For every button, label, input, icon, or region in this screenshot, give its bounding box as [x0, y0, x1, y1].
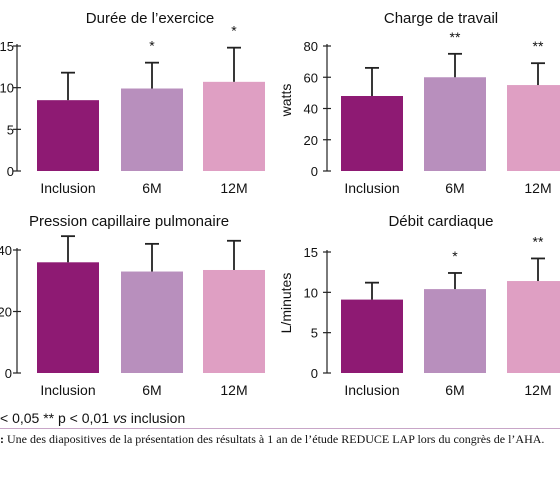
- caption-text: Une des diapositives de la présentation …: [4, 432, 545, 446]
- y-tick-label: 80: [304, 39, 318, 54]
- y-tick-label: 0: [7, 164, 14, 179]
- footnote-prefix: < 0,05 ** p < 0,01: [0, 410, 113, 426]
- y-tick-label: 20: [0, 305, 12, 320]
- bar: [507, 281, 560, 373]
- x-category-label: 12M: [220, 382, 247, 398]
- significance-mark: **: [533, 233, 544, 249]
- bar: [121, 88, 183, 171]
- y-tick-label: 10: [0, 81, 14, 96]
- x-category-label: 12M: [524, 180, 551, 196]
- chart-debit: Débit cardiaque 0 5 10 15 L/minutes Inclusion *…: [278, 213, 560, 398]
- x-category-label: Inclusion: [344, 382, 399, 398]
- significance-mark: **: [450, 29, 461, 45]
- bar: [37, 262, 99, 373]
- chart-title: Durée de l’exercice: [86, 10, 214, 27]
- x-category-label: Inclusion: [40, 382, 95, 398]
- bar: [341, 96, 403, 171]
- significance-footnote: < 0,05 ** p < 0,01 vs inclusion: [0, 410, 185, 426]
- footnote-vs: vs: [112, 410, 127, 426]
- chart-pression: Pression capillaire pulmonaire 0 20 40 Inclu…: [0, 213, 265, 398]
- significance-mark: **: [533, 38, 544, 54]
- y-tick-label: 0: [311, 164, 318, 179]
- x-category-label: 6M: [142, 382, 161, 398]
- significance-mark: *: [149, 38, 155, 54]
- bar: [507, 85, 560, 171]
- y-tick-label: 0: [311, 366, 318, 381]
- x-category-label: 12M: [220, 180, 247, 196]
- x-category-label: 6M: [142, 180, 161, 196]
- y-axis-label: watts: [278, 84, 294, 118]
- x-category-label: 6M: [445, 382, 464, 398]
- x-category-label: 6M: [445, 180, 464, 196]
- figure-caption: : Une des diapositives de la présentatio…: [0, 431, 560, 465]
- chart-duree: Durée de l’exercice 0 5 10 15 Inclusion * 6M * 12…: [0, 10, 265, 196]
- y-tick-label: 5: [311, 326, 318, 341]
- charts-figure: Durée de l’exercice 0 5 10 15 Inclusion * 6M * 12…: [0, 10, 560, 398]
- chart-title: Débit cardiaque: [388, 213, 493, 230]
- bar: [341, 299, 403, 373]
- y-tick-label: 40: [0, 243, 12, 258]
- footnote-suffix: inclusion: [126, 410, 186, 426]
- bar: [203, 269, 265, 373]
- y-tick-label: 40: [304, 102, 318, 117]
- x-category-label: Inclusion: [40, 180, 95, 196]
- y-tick-label: 15: [304, 245, 318, 260]
- x-category-label: Inclusion: [344, 180, 399, 196]
- bar: [203, 81, 265, 171]
- chart-title: Pression capillaire pulmonaire: [29, 213, 229, 230]
- y-tick-label: 5: [7, 122, 14, 137]
- y-tick-label: 10: [304, 285, 318, 300]
- y-tick-label: 60: [304, 70, 318, 85]
- y-tick-label: 0: [5, 366, 12, 381]
- caption-lead: :: [0, 432, 4, 446]
- significance-mark: *: [231, 23, 237, 39]
- significance-mark: *: [452, 248, 458, 264]
- bar: [121, 271, 183, 373]
- x-category-label: 12M: [524, 382, 551, 398]
- chart-title: Charge de travail: [384, 10, 498, 27]
- caption-divider: [0, 428, 560, 429]
- y-tick-label: 20: [304, 133, 318, 148]
- chart-charge: Charge de travail 0 20 40 60 80 watts Inclusion…: [278, 10, 560, 196]
- y-tick-label: 15: [0, 39, 14, 54]
- bar: [424, 77, 486, 171]
- y-axis-label: L/minutes: [278, 273, 294, 334]
- bar: [37, 100, 99, 171]
- bar: [424, 289, 486, 373]
